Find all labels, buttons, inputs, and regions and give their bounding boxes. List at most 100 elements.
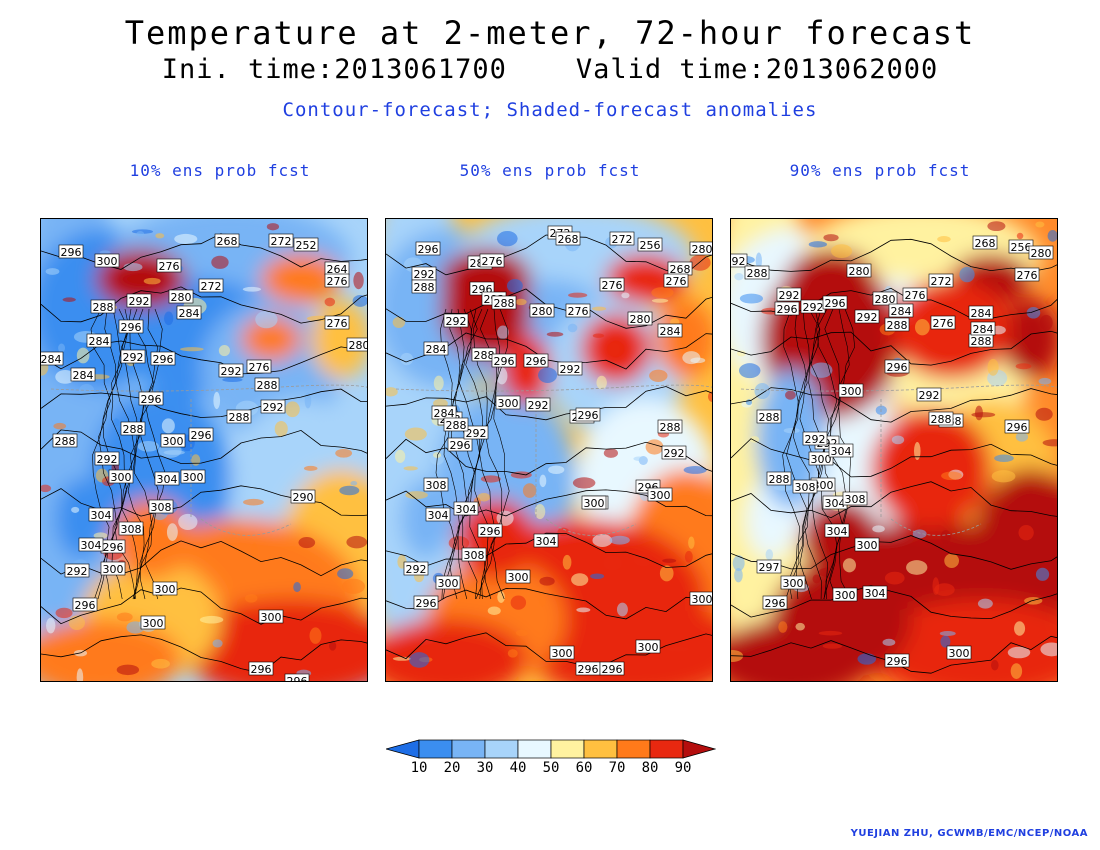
svg-text:288: 288 [446, 419, 467, 432]
anomaly-speck [328, 641, 337, 651]
anomaly-speck [732, 555, 745, 572]
anomaly-speck [603, 555, 622, 571]
anomaly-speck [392, 656, 411, 661]
colorbar-tick-label: 70 [608, 760, 626, 776]
temperature-contour [731, 438, 1057, 478]
terrain-contour [786, 308, 808, 600]
svg-text:288: 288 [971, 335, 992, 348]
contour-label: 288 [254, 377, 280, 392]
anomaly-speck [539, 576, 555, 586]
anomaly-speck [842, 558, 856, 573]
contour-label: 284 [70, 367, 96, 382]
anomaly-speck [448, 536, 470, 550]
contour-label: 292 [403, 561, 429, 576]
temperature-contour [386, 489, 712, 517]
colorbar-bin [517, 739, 552, 759]
terrain-contour [449, 308, 469, 600]
figure-title: Temperature at 2-meter, 72-hour forecast [124, 14, 976, 52]
anomaly-speck [432, 452, 442, 459]
contour-label: 308 [118, 521, 144, 536]
svg-text:276: 276 [602, 279, 623, 292]
contour-label: 268 [972, 235, 998, 250]
svg-text:276: 276 [1017, 269, 1038, 282]
svg-text:300: 300 [811, 453, 832, 466]
anomaly-speck [785, 390, 796, 400]
svg-text:292: 292 [779, 289, 800, 302]
svg-text:292: 292 [857, 311, 878, 324]
anomaly-speck [506, 278, 523, 293]
terrain-contour [454, 308, 475, 600]
temperature-contour [41, 388, 367, 418]
contour-label: 292 [126, 293, 152, 308]
svg-text:284: 284 [41, 353, 62, 366]
svg-text:308: 308 [845, 493, 866, 506]
svg-text:292: 292 [221, 365, 242, 378]
terrain-contour [441, 308, 461, 600]
panel-title-50: 50% ens prob fcst [459, 161, 641, 180]
svg-text:300: 300 [783, 577, 804, 590]
anomaly-patch [501, 334, 551, 404]
contour-label: 288 [968, 333, 994, 348]
anomaly-speck [136, 231, 145, 237]
svg-text:280: 280 [1031, 247, 1052, 260]
anomaly-speck [971, 412, 996, 418]
contour-label: 276 [1014, 267, 1040, 282]
anomaly-speck [633, 551, 654, 567]
svg-text:284: 284 [891, 305, 912, 318]
anomaly-speck [977, 598, 993, 609]
svg-text:292: 292 [446, 315, 467, 328]
colorbar-bin [583, 739, 618, 759]
anomaly-speck [93, 532, 108, 539]
anomaly-speck [161, 418, 175, 434]
anomaly-speck [684, 550, 693, 563]
svg-text:292: 292 [466, 427, 487, 440]
anomaly-speck [116, 664, 140, 676]
contour-label: 300 [832, 587, 858, 602]
contour-label: 292 [802, 431, 828, 446]
anomaly-patch [41, 619, 181, 681]
anomaly-speck [303, 465, 318, 471]
temperature-contour [41, 634, 367, 674]
anomaly-speck [166, 523, 178, 541]
anomaly-speck [546, 331, 564, 337]
contour-label: 288 [491, 295, 517, 310]
anomaly-speck [178, 513, 198, 530]
anomaly-speck [151, 658, 170, 669]
contour-label: 276 [663, 273, 689, 288]
anomaly-speck [487, 606, 501, 616]
anomaly-speck [522, 483, 537, 498]
terrain-contour [435, 308, 456, 600]
anomaly-speck [592, 333, 605, 338]
svg-text:296: 296 [121, 321, 142, 334]
contour-label: 292 [661, 445, 687, 460]
contour-label: 272 [198, 278, 224, 293]
anomaly-speck [812, 574, 821, 584]
contour-label: 308 [842, 491, 868, 506]
anomaly-speck [659, 565, 674, 582]
svg-text:296: 296 [450, 439, 471, 452]
svg-text:300: 300 [143, 617, 164, 630]
svg-text:304: 304 [456, 503, 477, 516]
svg-text:276: 276 [327, 275, 348, 288]
svg-text:292: 292 [803, 301, 824, 314]
contour-label: 288 [657, 419, 683, 434]
anomaly-speck [480, 475, 501, 483]
svg-text:280: 280 [692, 243, 713, 256]
svg-text:292: 292 [263, 401, 284, 414]
anomaly-patch [871, 599, 1057, 681]
anomaly-speck [891, 435, 905, 445]
contour-label: 268 [555, 231, 581, 246]
colorbar-bin [649, 739, 684, 759]
svg-text:288: 288 [414, 281, 435, 294]
anomaly-speck [155, 233, 165, 239]
colorbar-bin [451, 739, 486, 759]
anomaly-speck [496, 510, 514, 526]
svg-text:296: 296 [287, 675, 308, 682]
svg-text:308: 308 [795, 481, 816, 494]
contour-label: 292 [557, 361, 583, 376]
svg-text:300: 300 [638, 641, 659, 654]
anomaly-speck [409, 652, 430, 668]
anomaly-speck [222, 377, 243, 383]
anomaly-speck [41, 484, 52, 493]
svg-text:292: 292 [919, 389, 940, 402]
